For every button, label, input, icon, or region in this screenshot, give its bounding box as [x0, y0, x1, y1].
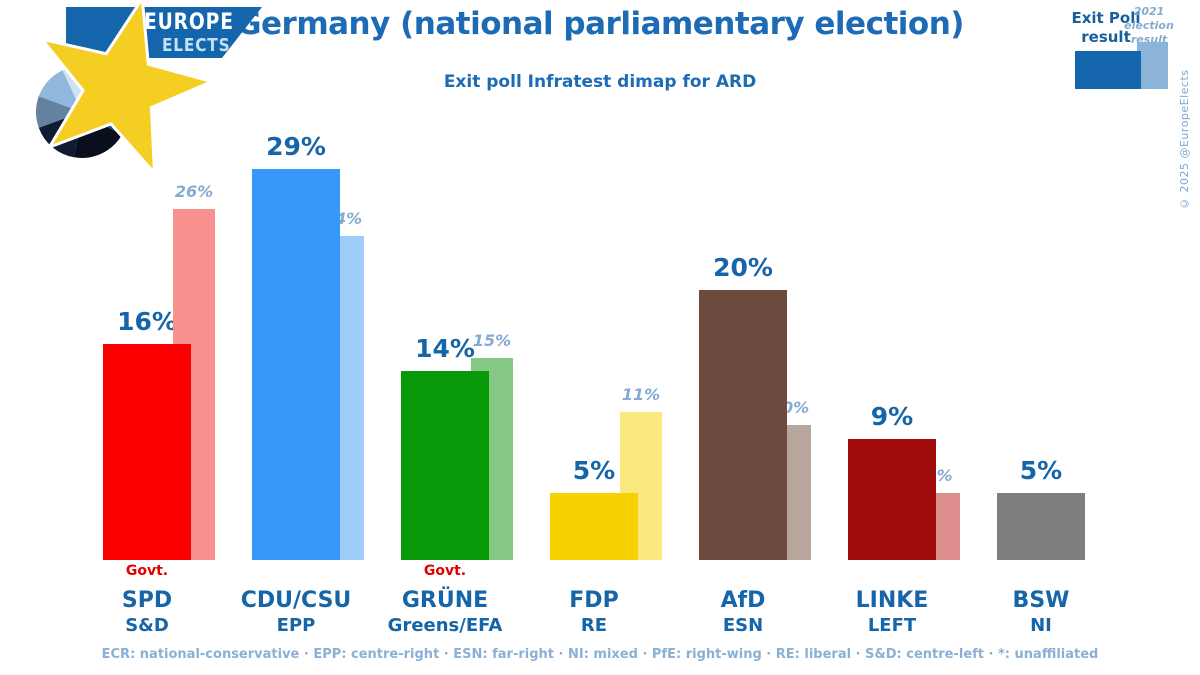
- logo-text-europe: EUROPE: [144, 10, 234, 35]
- eu-group-label: Greens/EFA: [387, 615, 503, 636]
- legend-exit-poll-label: Exit Poll result: [1071, 9, 1141, 46]
- europe-elects-logo-icon: [36, 0, 217, 178]
- party-label: FDP: [569, 588, 619, 613]
- exit-value-label: 29%: [266, 131, 326, 161]
- exit-poll-bar: [699, 290, 787, 560]
- prev-value-label: 15%: [472, 330, 512, 350]
- europe-elects-banner: EUROPE ELECTS: [66, 7, 262, 58]
- exit-value-label: 9%: [870, 401, 914, 431]
- exit-poll-bar: [401, 371, 489, 560]
- party-label: GRÜNE: [401, 588, 489, 613]
- eu-group-label: LEFT: [867, 615, 917, 636]
- eu-group-label: EPP: [276, 615, 316, 636]
- exit-poll-bar: [848, 438, 936, 560]
- prev-value-label: 26%: [174, 182, 214, 201]
- exit-value-label: 16%: [117, 307, 177, 336]
- party-label: AfD: [720, 588, 766, 613]
- govt-label: Govt.: [125, 563, 169, 579]
- legend-2021-swatch: [1137, 42, 1168, 89]
- exit-value-label: 20%: [713, 253, 773, 282]
- exit-value-label: 14%: [415, 334, 475, 363]
- legend-exit-poll-swatch: [1075, 51, 1141, 89]
- eu-group-label: S&D: [125, 615, 169, 636]
- exit-poll-bar: [997, 492, 1085, 560]
- eu-group-label: NI: [1030, 615, 1052, 636]
- group-abbreviation-key: ECR: national-conservative · EPP: centre…: [101, 647, 1099, 662]
- star-icon: [38, 0, 217, 178]
- eu-group-label: ESN: [722, 615, 764, 636]
- party-label: BSW: [1012, 588, 1070, 613]
- exit-value-label: 5%: [1019, 455, 1063, 485]
- party-label: LINKE: [855, 588, 929, 613]
- prev-value-label: 11%: [621, 384, 661, 404]
- copyright-note: © 2025 @EuropeElects: [1178, 69, 1191, 210]
- exit-poll-bar: [550, 492, 638, 560]
- exit-poll-bar: [252, 168, 340, 560]
- legend-2021-label: 2021 election result: [1124, 5, 1174, 46]
- govt-label: Govt.: [423, 563, 467, 579]
- exit-value-label: 5%: [572, 455, 616, 485]
- party-label: SPD: [121, 588, 173, 613]
- logo-text-elects: ELECTS: [162, 35, 231, 56]
- party-label: CDU/CSU: [240, 588, 352, 613]
- eu-group-label: RE: [580, 615, 608, 636]
- exit-poll-bar: [103, 344, 191, 560]
- page-subtitle: Exit poll Infratest dimap for ARD: [443, 72, 757, 92]
- page-title: Germany (national parliamentary election…: [236, 6, 964, 42]
